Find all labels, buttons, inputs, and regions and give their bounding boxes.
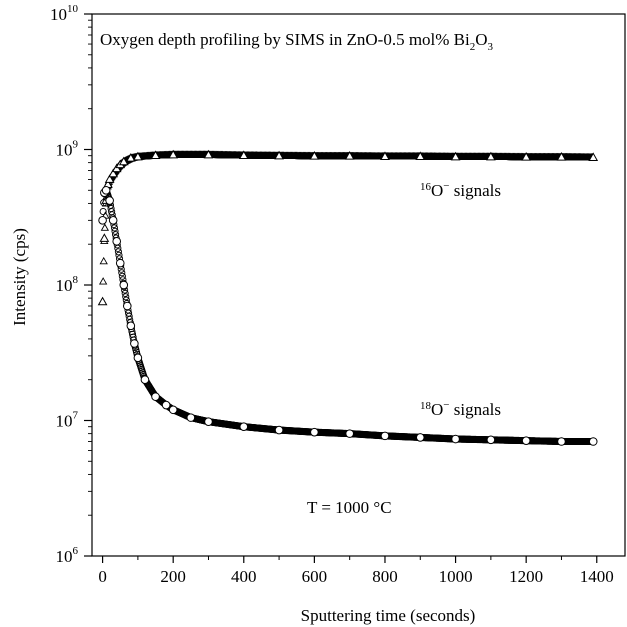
data-point bbox=[118, 156, 129, 166]
data-point bbox=[151, 392, 160, 401]
data-point bbox=[168, 149, 179, 159]
trace-marker bbox=[122, 293, 130, 301]
data-point bbox=[557, 437, 566, 446]
data-point bbox=[521, 436, 531, 445]
x-tick-label: 600 bbox=[302, 567, 328, 586]
trace-marker bbox=[115, 251, 123, 259]
data-point bbox=[108, 216, 118, 225]
data-point bbox=[204, 417, 213, 426]
data-point bbox=[450, 151, 461, 161]
data-point bbox=[521, 152, 532, 161]
data-point bbox=[415, 151, 426, 160]
data-point bbox=[380, 431, 390, 441]
x-tick-label: 400 bbox=[231, 567, 257, 586]
data-point bbox=[380, 151, 390, 160]
data-point bbox=[126, 321, 136, 331]
data-point bbox=[115, 258, 125, 268]
data-point bbox=[122, 301, 132, 311]
data-point bbox=[168, 405, 178, 415]
data-point bbox=[161, 400, 171, 410]
x-tick-label: 1400 bbox=[580, 567, 614, 586]
trace-marker bbox=[98, 277, 108, 285]
data-point bbox=[112, 237, 122, 246]
data-point bbox=[309, 151, 320, 160]
data-point bbox=[239, 422, 249, 432]
y-tick-label: 109 bbox=[56, 139, 79, 160]
data-point bbox=[186, 413, 196, 422]
data-point bbox=[133, 353, 143, 363]
x-tick-label: 0 bbox=[98, 567, 107, 586]
trace-marker bbox=[99, 256, 108, 265]
data-point bbox=[274, 425, 284, 435]
y-axis: 106 107 108 109 1010 bbox=[50, 3, 92, 566]
data-point bbox=[140, 375, 150, 385]
data-point bbox=[101, 185, 111, 195]
data-point bbox=[98, 216, 107, 225]
data-point bbox=[556, 152, 567, 161]
trace-marker bbox=[99, 207, 107, 216]
data-point bbox=[274, 150, 284, 160]
y-tick-label: 1010 bbox=[50, 3, 79, 24]
series-16o-signals bbox=[97, 149, 599, 306]
data-point bbox=[344, 151, 355, 160]
data-point bbox=[97, 296, 108, 306]
label-18o-signals: 18O− signals bbox=[420, 399, 501, 419]
data-point bbox=[203, 149, 214, 159]
y-tick-label: 108 bbox=[56, 274, 79, 295]
data-point bbox=[130, 339, 139, 348]
data-point bbox=[451, 434, 460, 444]
temperature-label: T = 1000 °C bbox=[307, 498, 392, 517]
data-point bbox=[588, 437, 598, 446]
data-point bbox=[133, 151, 143, 161]
trace-marker bbox=[121, 289, 129, 297]
data-point bbox=[99, 233, 110, 242]
data-point bbox=[108, 168, 119, 178]
chart-title: Oxygen depth profiling by SIMS in ZnO-0.… bbox=[100, 30, 494, 53]
data-point bbox=[486, 151, 496, 161]
plot-frame bbox=[91, 13, 626, 557]
x-tick-label: 800 bbox=[372, 567, 398, 586]
label-16o-signals: 16O− signals bbox=[420, 180, 501, 200]
y-axis-title: Intensity (cps) bbox=[10, 228, 29, 326]
data-point bbox=[588, 152, 599, 161]
data-point bbox=[104, 174, 115, 183]
x-tick-label: 1000 bbox=[439, 567, 473, 586]
trace-marker bbox=[118, 272, 126, 280]
data-point bbox=[486, 435, 496, 445]
data-point bbox=[345, 429, 354, 438]
x-axis-title: Sputtering time (seconds) bbox=[301, 606, 476, 625]
trace-marker bbox=[118, 269, 126, 277]
trace-marker bbox=[111, 227, 119, 235]
x-tick-label: 1200 bbox=[509, 567, 543, 586]
x-tick-label: 200 bbox=[160, 567, 186, 586]
y-tick-label: 107 bbox=[56, 410, 79, 431]
data-point bbox=[125, 153, 136, 162]
trace-marker bbox=[114, 248, 122, 256]
data-point bbox=[415, 433, 425, 442]
data-point bbox=[238, 150, 249, 159]
trace-marker bbox=[100, 223, 110, 231]
x-axis: 0 200 400 600 800 1000 1200 1400 bbox=[98, 556, 614, 586]
trace-marker bbox=[110, 224, 118, 232]
data-point bbox=[105, 196, 114, 205]
data-point bbox=[310, 427, 319, 437]
y-tick-label: 106 bbox=[56, 545, 79, 566]
data-point bbox=[119, 280, 129, 290]
data-point bbox=[150, 150, 161, 159]
series-18o-signals bbox=[98, 185, 598, 446]
